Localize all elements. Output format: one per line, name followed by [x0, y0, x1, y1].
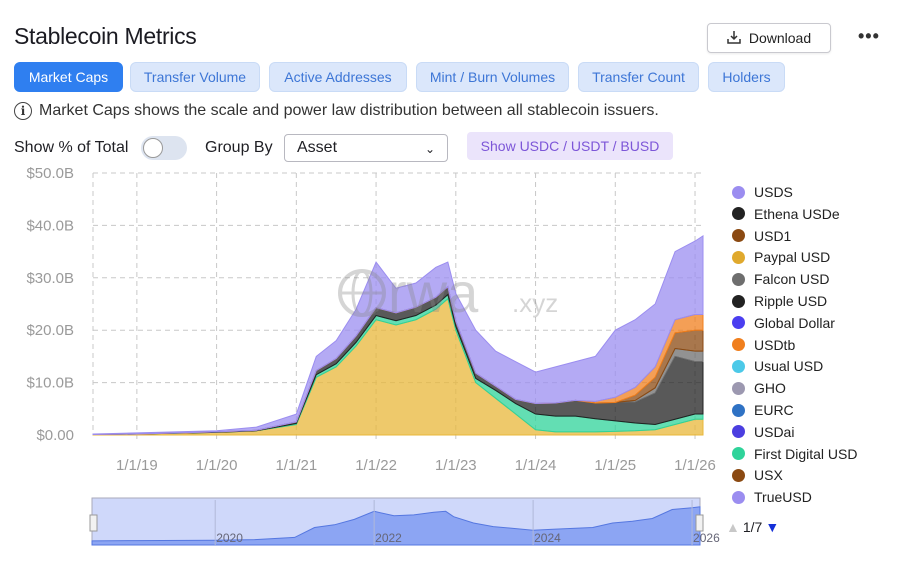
area-series-usds[interactable] — [92, 234, 704, 435]
legend-page: 1/7 — [742, 519, 763, 535]
legend-label: Usual USD — [754, 358, 824, 375]
legend-swatch-icon — [732, 381, 745, 395]
navigator-label: 2026 — [693, 531, 720, 545]
legend-swatch-icon — [732, 338, 745, 352]
legend-pager: ▲ 1/7 ▼ — [726, 519, 779, 535]
legend-item[interactable]: USDai — [732, 424, 794, 440]
legend-item[interactable]: Falcon USD — [732, 271, 829, 287]
info-description: Market Caps shows the scale and power la… — [39, 102, 659, 119]
y-tick-label: $10.0B — [26, 375, 74, 392]
y-tick-label: $40.0B — [26, 217, 74, 234]
legend-item[interactable]: Global Dollar — [732, 315, 835, 331]
market-cap-chart: $0.00 $10.0B $20.0B $30.0B $40.0B $50.0B 1/1/1… — [26, 165, 720, 546]
legend-swatch-icon — [732, 490, 745, 504]
y-tick-label: $30.0B — [26, 270, 74, 287]
legend-label: Falcon USD — [754, 271, 830, 288]
legend-next-icon[interactable]: ▼ — [765, 519, 780, 535]
y-tick-label: $20.0B — [26, 322, 74, 339]
group-by-label: Group By — [205, 139, 273, 156]
y-tick-label: $0.00 — [36, 427, 74, 444]
legend-swatch-icon — [732, 403, 745, 417]
x-tick-label: 1/1/21 — [275, 457, 317, 474]
legend-label: USD1 — [754, 227, 792, 244]
legend-item[interactable]: TrueUSD — [732, 489, 812, 505]
legend-label: Ripple USD — [754, 293, 828, 309]
watermark: rwa .xyz — [338, 261, 558, 324]
legend-prev-icon[interactable]: ▲ — [726, 519, 740, 535]
legend-label: USDS — [754, 184, 793, 200]
x-tick-label: 1/1/23 — [435, 457, 477, 474]
tab-active-addresses[interactable]: Active Addresses — [269, 62, 407, 92]
info-icon: i — [14, 102, 32, 120]
tab-market-caps[interactable]: Market Caps — [14, 62, 123, 92]
legend-label: USDai — [754, 423, 795, 440]
navigator-label: 2024 — [534, 531, 561, 545]
legend-label: EURC — [754, 402, 794, 418]
legend-item[interactable]: Ripple USD — [732, 293, 827, 309]
group-by-value: Asset — [297, 139, 338, 156]
x-tick-label: 1/1/25 — [594, 457, 636, 474]
legend-swatch-icon — [732, 468, 745, 482]
download-button[interactable]: Download — [707, 23, 831, 53]
page-title: Stablecoin Metrics — [14, 23, 197, 49]
legend-label: USDtb — [754, 336, 796, 353]
more-options-icon[interactable]: ••• — [858, 26, 880, 46]
legend-swatch-icon — [732, 447, 745, 461]
legend-item[interactable]: USDtb — [732, 337, 795, 353]
legend-item[interactable]: EURC — [732, 402, 794, 418]
download-label: Download — [748, 30, 812, 46]
tab-transfer-count[interactable]: Transfer Count — [578, 62, 699, 92]
x-tick-label: 1/1/22 — [355, 457, 397, 474]
legend-swatch-icon — [732, 250, 745, 264]
show-pct-toggle[interactable] — [141, 136, 187, 160]
legend-item[interactable]: First Digital USD — [732, 446, 857, 462]
legend-item[interactable]: USX — [732, 467, 783, 483]
group-by-select[interactable]: Asset ⌄ — [284, 134, 448, 162]
legend-item[interactable]: USDS — [732, 184, 793, 200]
legend-swatch-icon — [732, 294, 745, 308]
legend-swatch-icon — [732, 359, 745, 373]
legend-swatch-icon — [732, 207, 745, 221]
legend-item[interactable]: Paypal USD — [732, 249, 830, 265]
legend-label: Ethena USDe — [754, 205, 840, 222]
legend-item[interactable]: GHO — [732, 380, 786, 396]
tab-holders[interactable]: Holders — [708, 62, 785, 92]
legend-label: Paypal USD — [754, 249, 831, 266]
navigator-handle-right[interactable] — [695, 514, 704, 532]
legend-item[interactable]: Ethena USDe — [732, 206, 840, 222]
legend-swatch-icon — [732, 185, 745, 199]
x-tick-label: 1/1/26 — [674, 457, 716, 474]
show-major-stablecoins-button[interactable]: Show USDC / USDT / BUSD — [467, 132, 673, 160]
navigator-label: 2020 — [216, 531, 243, 545]
legend-swatch-icon — [732, 272, 745, 286]
show-pct-label: Show % of Total — [14, 139, 129, 156]
x-tick-label: 1/1/20 — [196, 457, 238, 474]
x-tick-label: 1/1/24 — [515, 457, 557, 474]
legend-label: USX — [754, 467, 783, 484]
legend-swatch-icon — [732, 425, 745, 439]
tab-mint-burn-volumes[interactable]: Mint / Burn Volumes — [416, 62, 569, 92]
legend-label: GHO — [754, 380, 786, 397]
legend-label: TrueUSD — [754, 489, 812, 506]
legend-swatch-icon — [732, 316, 745, 330]
download-icon — [727, 30, 741, 47]
legend-item[interactable]: USD1 — [732, 228, 791, 244]
legend-swatch-icon — [732, 229, 745, 243]
navigator-label: 2022 — [375, 531, 402, 545]
chevron-down-icon: ⌄ — [424, 142, 435, 156]
legend-label: Global Dollar — [754, 314, 835, 331]
info-text: i Market Caps shows the scale and power l… — [14, 102, 659, 120]
watermark-domain: .xyz — [512, 288, 558, 318]
tab-transfer-volume[interactable]: Transfer Volume — [130, 62, 260, 92]
legend-item[interactable]: Usual USD — [732, 358, 823, 374]
navigator-handle-left[interactable] — [89, 514, 98, 532]
legend-label: First Digital USD — [754, 445, 858, 462]
x-tick-label: 1/1/19 — [116, 457, 158, 474]
y-tick-label: $50.0B — [26, 165, 74, 182]
navigator-series — [91, 506, 701, 546]
watermark-text: rwa — [388, 261, 479, 324]
